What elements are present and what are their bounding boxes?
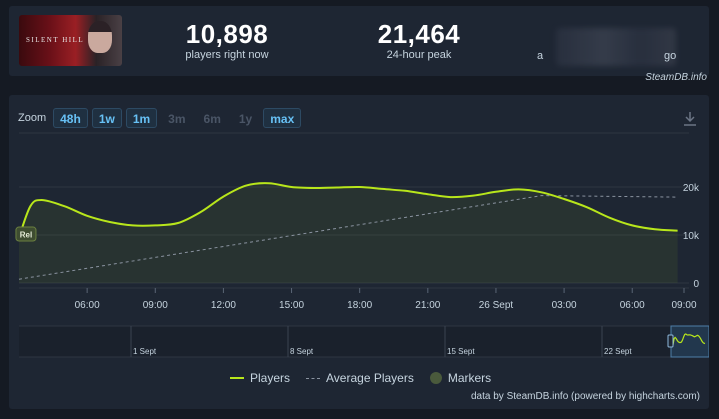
navigator-selection[interactable] <box>670 325 709 358</box>
legend-markers-swatch <box>429 372 442 384</box>
x-tick-label: 18:00 <box>347 300 372 311</box>
legend-players-label: Players <box>250 371 291 385</box>
navigator-date-label: 15 Sept <box>447 347 475 356</box>
navigator-mini-line <box>672 333 706 346</box>
legend-average-swatch <box>306 377 321 379</box>
players-chart: 0 10k 20k 06:00 09:00 12:00 15:00 18:00 21:00 26 … <box>15 132 709 358</box>
navigator-background <box>19 326 709 357</box>
all-time-peak-stat: a go <box>537 50 707 64</box>
navigator-date-label: 22 Sept <box>604 347 632 356</box>
legend-players[interactable]: Players <box>230 371 290 385</box>
legend-players-swatch <box>230 377 244 379</box>
players-now-stat: 10,898 players right now <box>171 20 283 61</box>
y-tick-label: 10k <box>683 231 700 242</box>
players-now-value: 10,898 <box>185 19 269 49</box>
download-icon[interactable] <box>683 111 697 127</box>
zoom-48h-button[interactable]: 48h <box>53 108 88 128</box>
game-cover-character <box>88 21 112 53</box>
all-time-suffix: go <box>664 50 677 62</box>
x-tick-label: 21:00 <box>415 300 440 311</box>
x-tick-label: 26 Sept <box>479 300 514 311</box>
average-players-line <box>18 195 678 280</box>
peak-24h-value: 21,464 <box>377 19 461 49</box>
players-line <box>18 182 678 238</box>
y-tick-label: 0 <box>693 279 699 290</box>
x-tick-label: 09:00 <box>143 300 168 311</box>
zoom-1y-button[interactable]: 1y <box>238 112 253 126</box>
players-now-label: players right now <box>185 49 269 61</box>
x-tick-label: 12:00 <box>211 300 236 311</box>
game-cover-image[interactable]: SILENT HILL <box>19 15 122 66</box>
release-marker[interactable] <box>15 226 37 242</box>
all-time-prefix: a <box>537 50 544 62</box>
x-tick-label: 15:00 <box>279 300 304 311</box>
peak-24h-stat: 21,464 24-hour peak <box>366 20 472 61</box>
zoom-6m-button[interactable]: 6m <box>203 112 221 126</box>
y-tick-label: 20k <box>683 183 700 194</box>
x-tick-label: 06:00 <box>620 300 645 311</box>
game-cover-title: SILENT HILL <box>26 36 85 44</box>
steamdb-credit[interactable]: SteamDB.info <box>645 72 707 83</box>
legend-average[interactable]: Average Players <box>306 371 414 385</box>
chart-legend: Players Average Players Markers <box>230 371 491 385</box>
zoom-max-button[interactable]: max <box>263 108 302 128</box>
players-area <box>19 183 678 283</box>
legend-markers-label: Markers <box>447 371 492 385</box>
peak-24h-label: 24-hour peak <box>386 49 452 61</box>
release-marker-label: Rel <box>20 231 32 240</box>
all-time-peak-redacted <box>556 28 676 66</box>
zoom-3m-button[interactable]: 3m <box>168 112 186 126</box>
footer-credit: data by SteamDB.info (powered by highcha… <box>471 391 700 402</box>
player-chart-panel: Zoom 48h 1w 1m 3m 6m 1y max 0 10k 20k 06:00… <box>9 95 709 409</box>
zoom-bar: Zoom 48h 1w 1m 3m 6m 1y max <box>18 108 302 128</box>
navigator-date-label: 8 Sept <box>290 347 314 356</box>
x-tick-label: 09:00 <box>671 300 696 311</box>
x-tick-label: 03:00 <box>552 300 577 311</box>
navigator-date-label: 1 Sept <box>133 347 157 356</box>
zoom-1m-button[interactable]: 1m <box>125 108 158 128</box>
stats-panel: SILENT HILL 10,898 players right now 21,… <box>9 6 709 76</box>
legend-average-label: Average Players <box>326 371 414 385</box>
legend-markers[interactable]: Markers <box>429 371 492 385</box>
zoom-label: Zoom <box>18 112 47 124</box>
x-tick-label: 06:00 <box>75 300 100 311</box>
navigator-handle-left[interactable] <box>667 334 674 348</box>
zoom-1w-button[interactable]: 1w <box>91 108 122 128</box>
